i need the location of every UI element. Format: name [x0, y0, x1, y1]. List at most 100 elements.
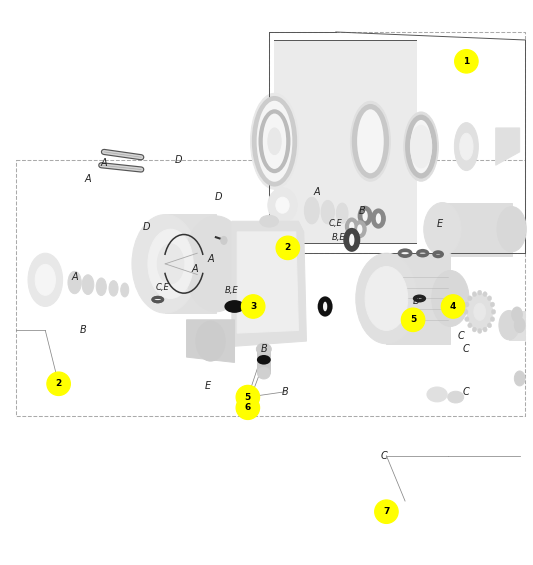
Polygon shape	[257, 349, 270, 373]
Ellipse shape	[432, 250, 444, 258]
Circle shape	[441, 295, 465, 318]
Ellipse shape	[416, 249, 430, 258]
Circle shape	[236, 385, 260, 409]
Polygon shape	[274, 40, 416, 242]
Ellipse shape	[427, 387, 447, 402]
Ellipse shape	[413, 294, 426, 302]
Ellipse shape	[68, 271, 81, 294]
Text: 2: 2	[55, 379, 62, 388]
Ellipse shape	[464, 310, 468, 314]
Text: C,E: C,E	[329, 219, 343, 228]
Ellipse shape	[256, 344, 271, 355]
Circle shape	[236, 396, 260, 419]
Ellipse shape	[420, 253, 426, 254]
Ellipse shape	[345, 218, 359, 236]
Ellipse shape	[357, 224, 362, 234]
Circle shape	[375, 500, 398, 523]
Ellipse shape	[356, 253, 417, 344]
Ellipse shape	[371, 208, 386, 229]
Ellipse shape	[467, 294, 492, 330]
Text: D: D	[175, 155, 182, 165]
Ellipse shape	[472, 292, 477, 297]
Ellipse shape	[120, 283, 129, 297]
Text: 4: 4	[450, 302, 456, 311]
Ellipse shape	[260, 215, 278, 227]
Ellipse shape	[353, 220, 367, 238]
Ellipse shape	[251, 93, 298, 189]
Ellipse shape	[499, 311, 519, 340]
Text: B: B	[413, 296, 419, 306]
Ellipse shape	[148, 229, 193, 298]
Circle shape	[401, 308, 425, 332]
Ellipse shape	[490, 317, 495, 321]
Text: A: A	[207, 254, 214, 263]
Text: 1: 1	[463, 57, 470, 66]
Text: D: D	[215, 192, 222, 202]
Ellipse shape	[459, 133, 473, 160]
Ellipse shape	[304, 197, 319, 224]
Text: C: C	[381, 451, 387, 460]
Polygon shape	[442, 202, 512, 256]
Ellipse shape	[318, 297, 333, 316]
Ellipse shape	[259, 109, 290, 173]
Ellipse shape	[343, 228, 360, 252]
Ellipse shape	[155, 299, 161, 300]
Ellipse shape	[257, 101, 292, 182]
Circle shape	[455, 50, 478, 73]
Ellipse shape	[365, 267, 408, 331]
Ellipse shape	[132, 215, 198, 313]
Text: E: E	[205, 381, 211, 392]
Text: A: A	[314, 187, 320, 197]
Text: 7: 7	[383, 507, 390, 516]
Ellipse shape	[82, 275, 94, 294]
Ellipse shape	[252, 96, 297, 186]
Ellipse shape	[263, 114, 286, 169]
Ellipse shape	[468, 323, 472, 328]
Ellipse shape	[357, 109, 384, 173]
Ellipse shape	[28, 253, 63, 306]
Ellipse shape	[376, 213, 381, 224]
Ellipse shape	[514, 371, 525, 386]
Polygon shape	[386, 253, 450, 344]
Polygon shape	[274, 40, 336, 242]
Ellipse shape	[221, 236, 227, 245]
Ellipse shape	[487, 323, 491, 328]
Ellipse shape	[336, 203, 348, 223]
Text: A: A	[101, 158, 107, 168]
Text: A: A	[191, 264, 198, 274]
Text: C,E: C,E	[156, 283, 169, 292]
Text: B: B	[359, 206, 366, 215]
Ellipse shape	[474, 303, 486, 320]
Ellipse shape	[224, 300, 245, 313]
Ellipse shape	[410, 120, 432, 173]
Ellipse shape	[184, 216, 248, 312]
Text: E: E	[437, 219, 443, 229]
Text: B,E: B,E	[332, 233, 345, 242]
Text: A: A	[85, 173, 91, 184]
Ellipse shape	[276, 197, 289, 213]
Ellipse shape	[404, 112, 438, 181]
Ellipse shape	[483, 292, 487, 297]
Polygon shape	[509, 311, 525, 340]
Ellipse shape	[432, 271, 469, 327]
Circle shape	[47, 372, 70, 396]
Ellipse shape	[512, 307, 522, 322]
Text: 3: 3	[250, 302, 256, 311]
Ellipse shape	[35, 264, 55, 295]
Text: 5: 5	[245, 393, 251, 402]
Ellipse shape	[424, 202, 461, 256]
Ellipse shape	[109, 281, 118, 296]
Ellipse shape	[478, 290, 482, 295]
Ellipse shape	[196, 321, 225, 361]
Ellipse shape	[268, 188, 297, 223]
Text: C: C	[463, 344, 470, 354]
Ellipse shape	[448, 391, 464, 403]
Ellipse shape	[478, 329, 482, 333]
Ellipse shape	[321, 201, 335, 224]
Text: C: C	[458, 331, 464, 341]
Circle shape	[241, 295, 265, 318]
Ellipse shape	[410, 125, 432, 168]
Polygon shape	[237, 232, 298, 333]
Text: D: D	[143, 221, 150, 232]
Ellipse shape	[405, 115, 437, 179]
